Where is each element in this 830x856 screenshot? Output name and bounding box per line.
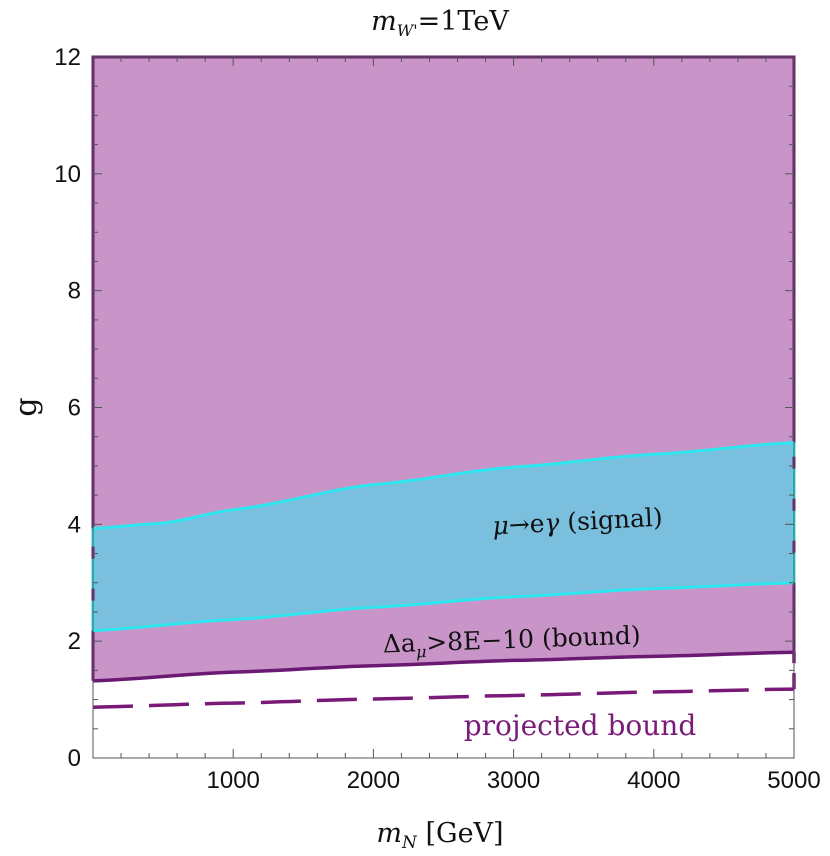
signal-label: μ→eγ (signal) [492,503,664,541]
y-tick-label: 8 [68,278,81,305]
plot-frame [92,56,795,759]
x-tick-label: 1000 [207,767,260,794]
y-tick-label: 6 [68,395,81,422]
bound-line [92,650,795,683]
x-tick-label: 3000 [487,767,540,794]
x-axis-label: mN [GeV] [376,818,503,853]
signal-upper-line [92,441,795,530]
projected-bound-line [92,687,795,709]
y-axis-label: g [9,397,44,416]
x-tick-label: 2000 [347,767,400,794]
signal-band [93,442,794,631]
y-tick-label: 0 [68,745,81,772]
y-tick-label: 10 [54,161,81,188]
projected-label: projected bound [464,709,697,742]
y-tick-label: 2 [68,628,81,655]
chart-title: mW'=1TeV [371,6,509,40]
x-tick-label: 4000 [627,767,680,794]
signal-lower-line [92,581,795,633]
x-tick-label: 5000 [767,767,820,794]
y-tick-label: 12 [54,44,81,71]
y-tick-label: 4 [68,511,81,538]
